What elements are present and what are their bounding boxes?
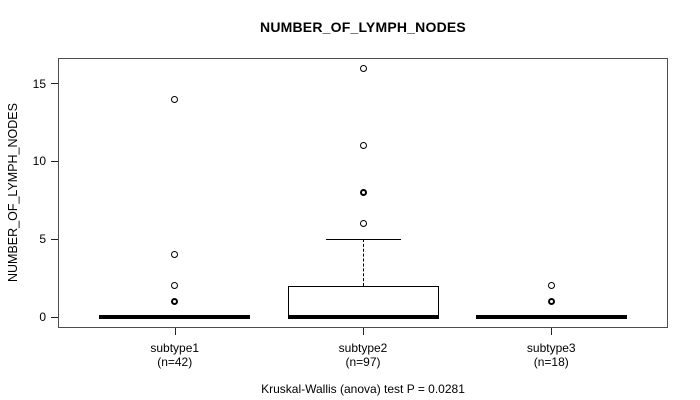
outlier-point <box>547 282 555 290</box>
y-axis-tick-label: 10 <box>32 154 46 169</box>
whisker-line <box>363 239 364 286</box>
group-label: subtype3 <box>526 341 576 355</box>
stats-caption: Kruskal-Wallis (anova) test P = 0.0281 <box>261 382 465 396</box>
y-axis-tick <box>51 160 58 162</box>
y-axis-label: NUMBER_OF_LYMPH_NODES <box>6 103 20 283</box>
y-axis-tick-label: 5 <box>39 232 46 247</box>
outlier-point <box>171 282 179 290</box>
box <box>287 285 439 318</box>
y-axis-tick <box>51 238 58 240</box>
y-axis-tick-label: 15 <box>32 76 46 91</box>
outlier-point <box>359 220 367 228</box>
group-n-label: (n=97) <box>345 355 381 369</box>
y-axis-tick <box>51 83 58 85</box>
group-label: subtype1 <box>150 341 200 355</box>
outlier-point <box>171 251 179 259</box>
group-n-label: (n=18) <box>533 355 569 369</box>
outlier-point <box>359 189 367 197</box>
group-n-label: (n=42) <box>157 355 193 369</box>
outlier-point <box>359 64 367 72</box>
whisker-cap <box>325 238 401 240</box>
outlier-point <box>171 95 179 103</box>
y-axis-tick-label: 0 <box>39 310 46 325</box>
outlier-point <box>547 298 555 306</box>
x-axis-tick <box>174 328 176 335</box>
y-axis-tick <box>51 316 58 318</box>
median-line <box>287 315 439 320</box>
chart-title: NUMBER_OF_LYMPH_NODES <box>260 19 466 35</box>
outlier-point <box>171 298 179 306</box>
x-axis-tick <box>551 328 553 335</box>
median-line <box>99 315 251 320</box>
outlier-point <box>359 142 367 150</box>
x-axis-tick <box>363 328 364 335</box>
median-line <box>475 315 627 320</box>
group-label: subtype2 <box>338 341 388 355</box>
